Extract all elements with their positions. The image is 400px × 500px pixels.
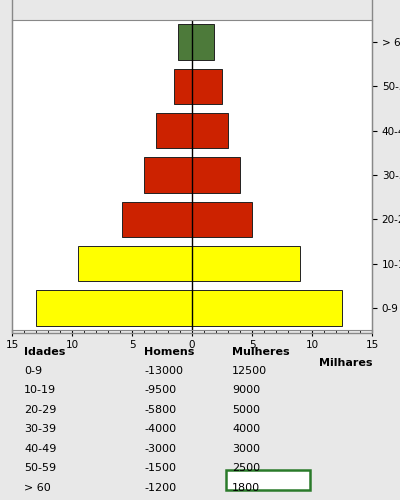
- Text: Mulheres: Mulheres: [254, 0, 310, 2]
- Text: 1800: 1800: [232, 483, 260, 493]
- X-axis label: Milhares: Milhares: [318, 358, 372, 368]
- Text: 10-19: 10-19: [24, 386, 56, 396]
- Text: 20-29: 20-29: [24, 405, 56, 415]
- Text: 50-59: 50-59: [24, 464, 56, 473]
- Text: -1200: -1200: [144, 483, 176, 493]
- Text: 2500: 2500: [232, 464, 260, 473]
- Bar: [78, 246, 192, 282]
- Text: 0-9: 0-9: [24, 366, 42, 376]
- Text: -1500: -1500: [144, 464, 176, 473]
- Text: 4000: 4000: [232, 424, 260, 434]
- Bar: [192, 113, 228, 148]
- Bar: [192, 246, 300, 282]
- Text: 3000: 3000: [232, 444, 260, 454]
- Text: -4000: -4000: [144, 424, 176, 434]
- Bar: [178, 24, 192, 60]
- Bar: [156, 113, 192, 148]
- Text: 40-49: 40-49: [24, 444, 56, 454]
- FancyBboxPatch shape: [226, 470, 310, 490]
- Text: 5000: 5000: [232, 405, 260, 415]
- Bar: [192, 24, 214, 60]
- Bar: [192, 290, 342, 326]
- Text: Idades: Idades: [24, 346, 65, 356]
- Bar: [144, 158, 192, 192]
- Bar: [192, 158, 240, 192]
- Bar: [122, 202, 192, 237]
- Text: Homens: Homens: [144, 346, 194, 356]
- Text: Mulheres: Mulheres: [232, 346, 290, 356]
- Bar: [192, 68, 222, 104]
- Text: 30-39: 30-39: [24, 424, 56, 434]
- Text: -13000: -13000: [144, 366, 183, 376]
- Bar: [36, 290, 192, 326]
- Text: -3000: -3000: [144, 444, 176, 454]
- Text: Homens: Homens: [76, 0, 128, 2]
- Text: -9500: -9500: [144, 386, 176, 396]
- Text: -5800: -5800: [144, 405, 176, 415]
- Text: > 60: > 60: [24, 483, 51, 493]
- Text: 12500: 12500: [232, 366, 267, 376]
- Bar: [192, 202, 252, 237]
- Bar: [174, 68, 192, 104]
- Text: 9000: 9000: [232, 386, 260, 396]
